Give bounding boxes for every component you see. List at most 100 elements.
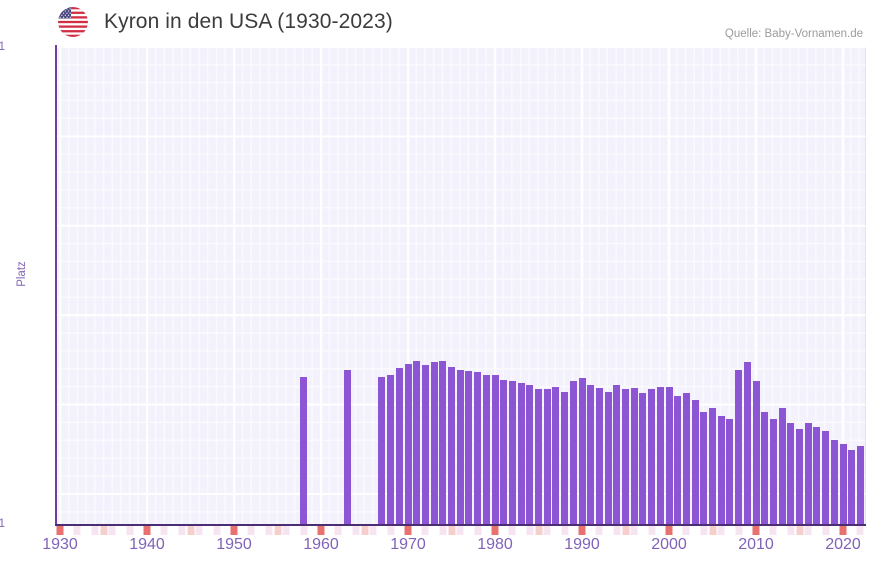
bar[interactable] (517, 382, 525, 524)
bar[interactable] (639, 392, 647, 524)
bar[interactable] (448, 367, 455, 524)
bar[interactable] (474, 371, 482, 524)
x-axis-tick-mark (508, 526, 516, 535)
x-axis-tick-mark (195, 526, 203, 535)
bar[interactable] (630, 388, 638, 524)
bar[interactable] (421, 365, 429, 524)
y-axis-title: Platz (16, 261, 28, 287)
bar[interactable] (717, 415, 725, 524)
bar[interactable] (413, 360, 421, 524)
bar[interactable] (404, 363, 412, 524)
source-attribution: Quelle: Baby-Vornamen.de (724, 28, 863, 40)
x-axis-tick-mark (578, 526, 586, 535)
chart-header: Kyron in den USA (1930-2023) Quelle: Bab… (0, 0, 873, 47)
bar[interactable] (578, 377, 586, 524)
bar[interactable] (569, 381, 577, 524)
x-axis-tick-mark (613, 526, 621, 535)
x-axis-tick-mark (282, 526, 290, 535)
bar[interactable] (691, 399, 699, 524)
bar[interactable] (622, 389, 629, 524)
x-axis-tick-mark (108, 526, 116, 535)
y-axis-line (55, 45, 57, 526)
bar[interactable] (378, 376, 386, 524)
x-axis-tick-mark (700, 526, 708, 535)
x-axis-tick-mark (448, 526, 455, 535)
bar[interactable] (482, 374, 490, 524)
bar[interactable] (508, 381, 516, 524)
bar[interactable] (656, 387, 664, 524)
bar[interactable] (778, 408, 786, 524)
x-axis-tick-mark (526, 526, 534, 535)
bar[interactable] (674, 395, 682, 524)
x-axis-tick-mark (317, 526, 325, 535)
bar[interactable] (387, 374, 395, 524)
bar[interactable] (456, 370, 464, 524)
bar[interactable] (587, 385, 595, 524)
bar[interactable] (343, 370, 351, 524)
x-axis-tick-mark (491, 526, 499, 535)
x-axis-tick-mark (622, 526, 629, 535)
bar[interactable] (465, 370, 473, 524)
bar[interactable] (682, 392, 690, 524)
x-axis-tick-mark (421, 526, 429, 535)
x-axis-tick-mark (265, 526, 273, 535)
x-axis-tick-label: 2000 (651, 536, 687, 553)
x-axis-tick-mark (474, 526, 482, 535)
x-axis-tick-mark (334, 526, 342, 535)
x-axis-tick-mark (717, 526, 725, 535)
bar[interactable] (439, 360, 447, 524)
bar[interactable] (839, 444, 847, 524)
x-axis-tick-mark (595, 526, 603, 535)
x-axis-tick-mark (187, 526, 194, 535)
bar[interactable] (535, 389, 542, 524)
bar[interactable] (430, 362, 438, 524)
bar[interactable] (595, 388, 603, 524)
plot-area (56, 47, 866, 524)
bar[interactable] (543, 389, 551, 524)
x-axis-tick-mark (143, 526, 151, 535)
bar[interactable] (709, 408, 716, 524)
bar[interactable] (796, 428, 803, 524)
x-axis-tick-mark (709, 526, 716, 535)
bar[interactable] (552, 387, 560, 524)
x-axis-tick-label: 1970 (390, 536, 426, 553)
bar[interactable] (648, 389, 656, 524)
bar[interactable] (561, 392, 569, 524)
x-axis-tick-mark (100, 526, 107, 535)
bar[interactable] (848, 449, 856, 524)
bar[interactable] (804, 423, 812, 524)
bar[interactable] (500, 379, 508, 524)
bar[interactable] (752, 381, 760, 524)
bar[interactable] (813, 427, 821, 524)
bar[interactable] (822, 430, 830, 524)
x-axis-tick-label: 1990 (564, 536, 600, 553)
bar[interactable] (769, 419, 777, 524)
x-axis-tick-mark (682, 526, 690, 535)
x-axis-tick-mark (665, 526, 673, 535)
bar[interactable] (726, 419, 734, 524)
x-axis-tick-label: 2010 (738, 536, 774, 553)
us-flag-icon (58, 7, 88, 37)
bar[interactable] (604, 392, 612, 524)
bar[interactable] (395, 368, 403, 524)
x-axis-tick-mark (630, 526, 638, 535)
x-axis-tick-mark (247, 526, 255, 535)
bar[interactable] (526, 385, 534, 524)
bar[interactable] (700, 411, 708, 524)
bar[interactable] (761, 411, 769, 524)
x-axis-tick-mark (369, 526, 377, 535)
bar[interactable] (735, 370, 743, 524)
x-axis-tick-mark (300, 526, 308, 535)
bar[interactable] (491, 374, 499, 524)
bar[interactable] (665, 387, 673, 524)
bar-series (56, 47, 866, 524)
bar[interactable] (300, 376, 308, 524)
bar[interactable] (787, 423, 795, 524)
bar[interactable] (830, 440, 838, 524)
x-axis-tick-mark (274, 526, 281, 535)
bar[interactable] (613, 385, 621, 524)
bar[interactable] (856, 446, 864, 524)
x-axis-tick-mark (561, 526, 569, 535)
bar[interactable] (743, 361, 751, 524)
x-axis-tick-mark (456, 526, 464, 535)
